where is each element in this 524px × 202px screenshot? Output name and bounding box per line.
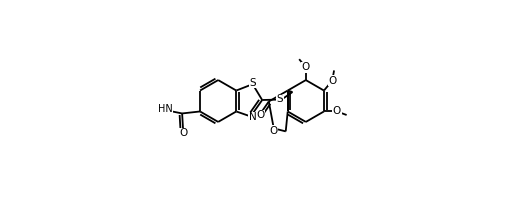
Text: O: O [302,62,310,72]
Text: O: O [256,110,264,120]
Text: O: O [179,128,187,138]
Text: O: O [269,126,277,136]
Text: HN: HN [158,104,172,114]
Text: S: S [276,94,283,104]
Text: N: N [249,113,257,122]
Text: O: O [333,106,341,117]
Text: O: O [328,76,336,86]
Text: S: S [250,78,256,88]
